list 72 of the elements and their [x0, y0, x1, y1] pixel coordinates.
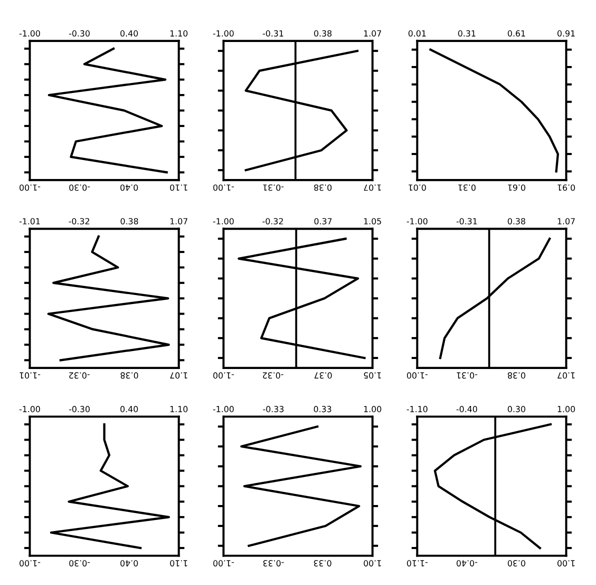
x2-tick-label: -1.00	[406, 218, 428, 224]
x-tick-label: 1.07	[170, 372, 188, 379]
x-tick-label: 0.01	[408, 184, 426, 191]
x-tick-label: -0.32	[69, 372, 90, 379]
x2-tick-label: -1.00	[19, 406, 40, 412]
x-tick-label: 1.00	[557, 560, 575, 566]
x-tick-label: -1.00	[20, 560, 40, 566]
x-tick-label: -1.00	[406, 372, 428, 379]
x-tick-label: -0.31	[263, 184, 284, 191]
x-tick-label: 0.91	[558, 184, 575, 191]
x-tick-label: 1.07	[364, 184, 381, 191]
x-tick-label: -1.00	[20, 184, 40, 191]
x-tick-label: 0.40	[120, 560, 138, 566]
x-tick-label: 0.38	[508, 372, 526, 379]
x-tick-label: 0.38	[314, 184, 332, 191]
x-tick-label: 0.33	[314, 560, 332, 566]
x2-tick-label: 0.91	[557, 30, 575, 37]
x-tick-label: 0.38	[120, 372, 138, 379]
x2-tick-label: 1.05	[364, 218, 382, 224]
x2-tick-label: 0.40	[120, 406, 138, 412]
x2-tick-label: -0.32	[262, 218, 283, 224]
x-tick-label: 1.07	[558, 372, 575, 379]
x2-tick-label: 1.10	[170, 406, 188, 412]
x-tick-label: 0.37	[314, 372, 332, 379]
x2-tick-label: 0.37	[314, 218, 332, 224]
x2-tick-label: 1.10	[170, 30, 188, 37]
x-tick-label: 0.31	[458, 184, 476, 191]
x2-tick-label: 0.38	[508, 218, 526, 224]
x2-tick-label: 1.07	[558, 218, 575, 224]
x2-tick-label: -1.10	[406, 406, 428, 412]
x2-tick-label: 1.00	[364, 406, 382, 412]
x-tick-label: -0.32	[262, 372, 284, 379]
x-tick-label: 1.10	[170, 184, 188, 191]
x-tick-label: -1.00	[213, 184, 234, 191]
x-tick-label: 1.10	[170, 560, 188, 566]
x2-tick-label: -1.01	[19, 218, 40, 224]
x-tick-label: -0.30	[69, 560, 90, 566]
x-tick-label: -1.10	[406, 560, 428, 566]
x-tick-label: 0.61	[508, 184, 526, 191]
x2-tick-label: 0.31	[458, 30, 476, 37]
x-tick-label: -1.00	[213, 560, 234, 566]
x-tick-label: 0.30	[508, 560, 526, 566]
x2-tick-label: 1.07	[364, 30, 382, 37]
x2-tick-label: -1.00	[213, 218, 234, 224]
x-tick-label: 1.05	[364, 372, 381, 379]
x2-tick-label: -0.40	[456, 406, 478, 412]
x2-tick-label: 0.61	[508, 30, 526, 37]
x2-tick-label: 0.40	[120, 30, 138, 37]
x-tick-label: 0.40	[120, 184, 138, 191]
x2-tick-label: 0.38	[120, 218, 138, 224]
x2-tick-label: 1.07	[170, 218, 188, 224]
x-tick-label: -0.30	[69, 184, 90, 191]
x2-tick-label: -0.33	[263, 406, 284, 412]
x2-tick-label: 1.00	[558, 406, 575, 412]
x2-tick-label: -0.30	[69, 30, 90, 37]
x2-tick-label: 0.01	[408, 30, 426, 37]
x2-tick-label: -0.32	[68, 218, 90, 224]
x2-tick-label: -0.31	[456, 218, 477, 224]
x-tick-label: 1.00	[364, 560, 381, 566]
x2-tick-label: -0.31	[262, 30, 284, 37]
x-tick-label: -1.01	[20, 372, 40, 379]
x2-tick-label: 0.30	[508, 406, 526, 412]
x-tick-label: -0.33	[263, 560, 284, 566]
x2-tick-label: 0.33	[314, 406, 332, 412]
x2-tick-label: -0.30	[69, 406, 90, 412]
x2-tick-label: -1.00	[213, 30, 234, 37]
x2-tick-label: -1.00	[213, 406, 234, 412]
x-tick-label: -0.31	[456, 372, 478, 379]
x2-tick-label: -1.00	[19, 30, 40, 37]
x-tick-label: -0.40	[456, 560, 478, 566]
x2-tick-label: 0.38	[314, 30, 332, 37]
x-tick-label: -1.00	[213, 372, 234, 379]
